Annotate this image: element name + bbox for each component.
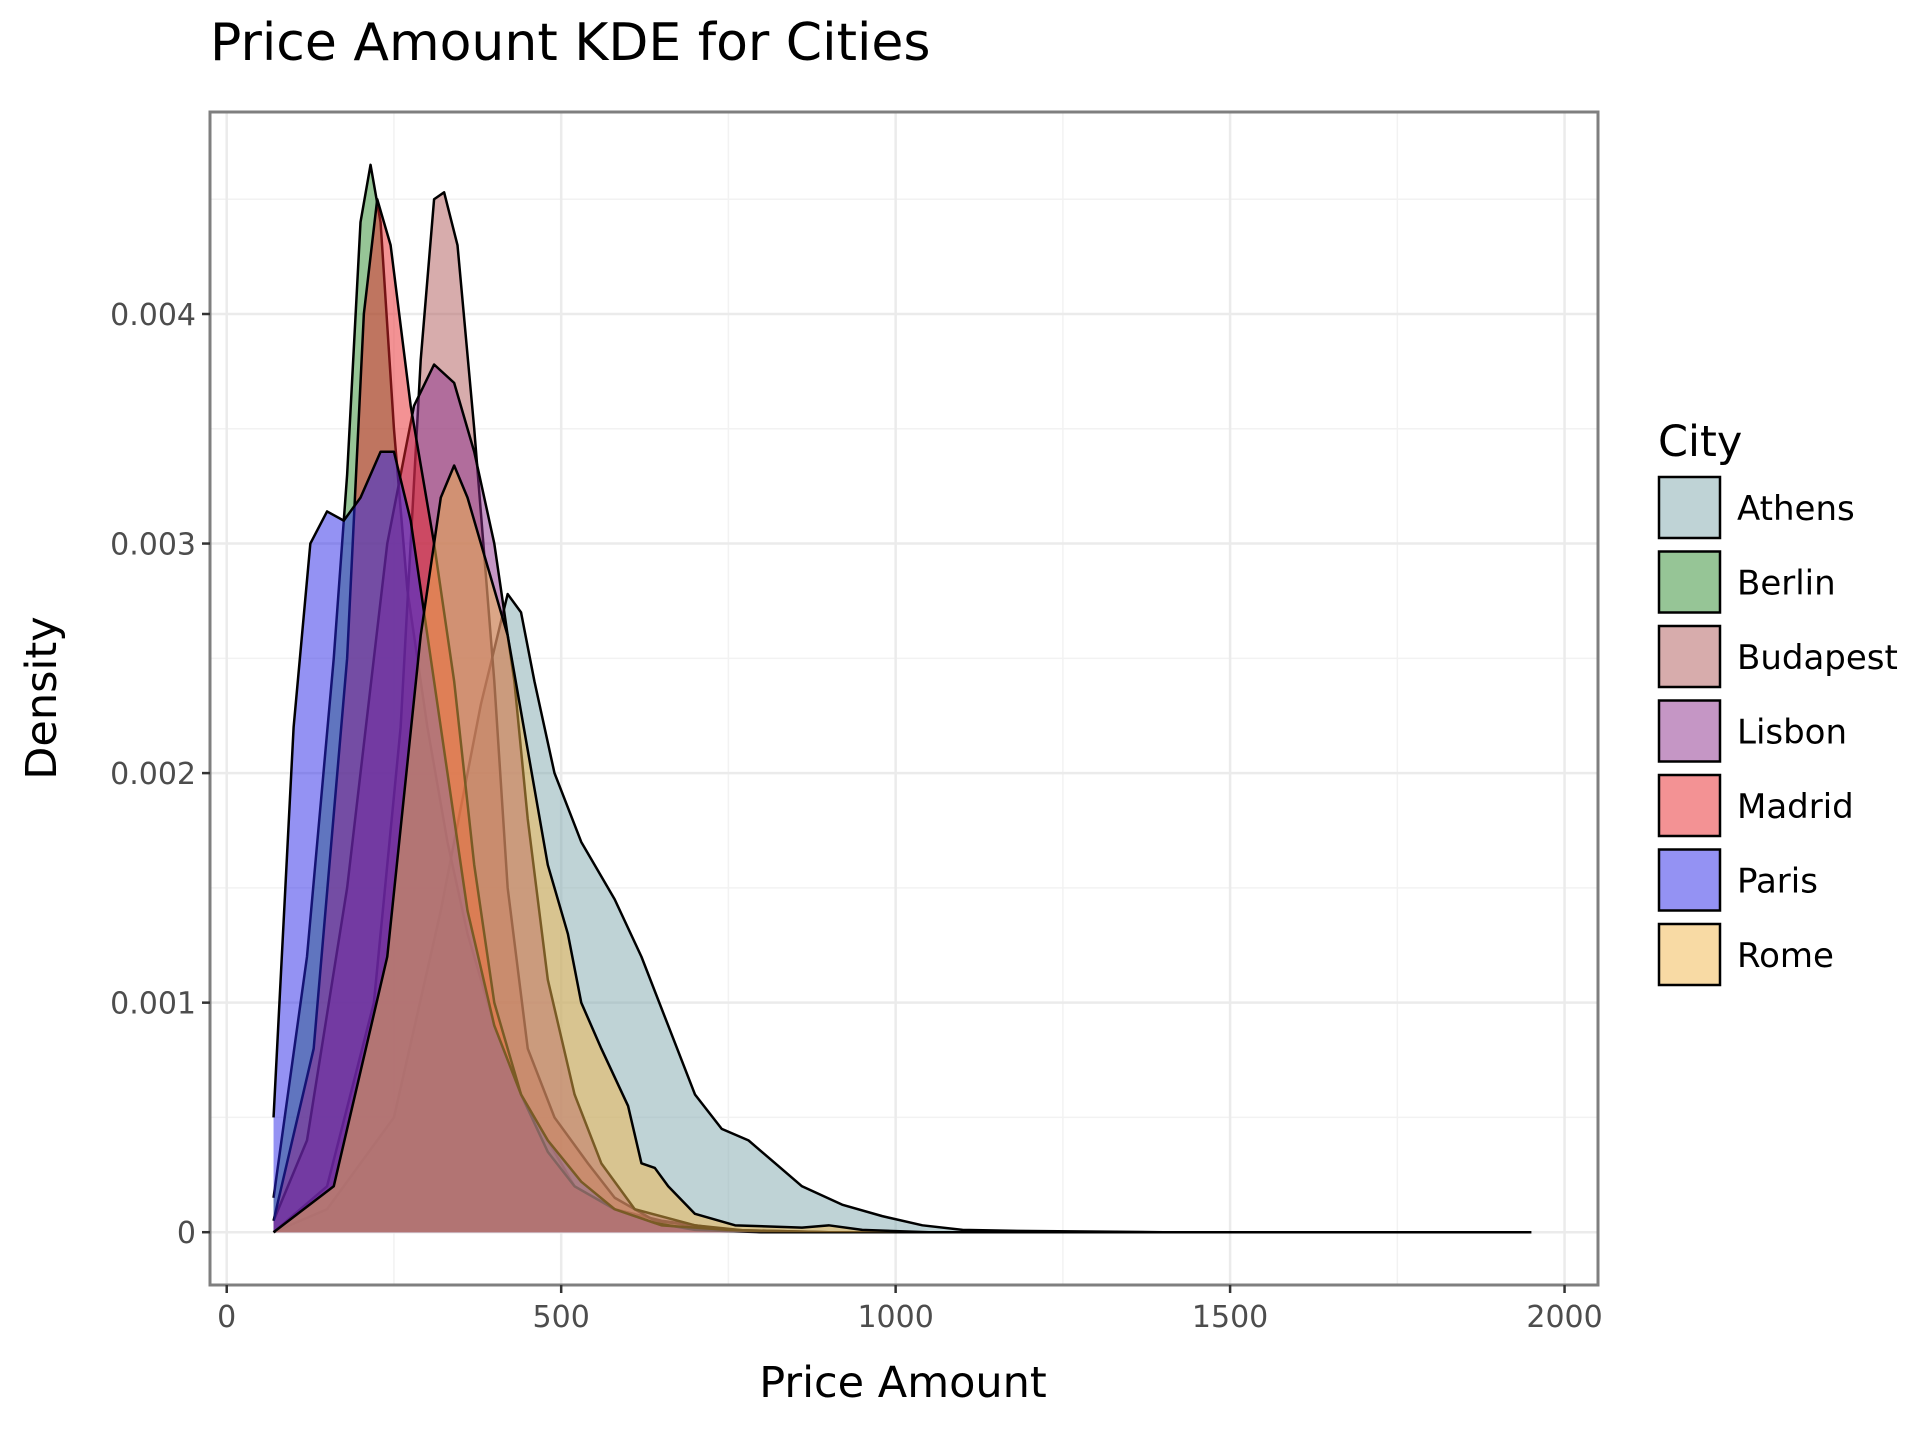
legend-swatch-fill	[1657, 773, 1722, 838]
x-tick-label: 1500	[1192, 1300, 1268, 1335]
y-tick-label: 0	[177, 1216, 196, 1251]
area-rome	[273, 465, 1532, 1233]
legend-item-athens: Athens	[1657, 475, 1855, 540]
plot-panel-border	[208, 110, 1600, 1287]
x-axis-title: Price Amount	[759, 1358, 1047, 1408]
legend-item-berlin: Berlin	[1657, 550, 1836, 614]
legend-item-lisbon: Lisbon	[1657, 699, 1847, 763]
legend-label: Athens	[1737, 489, 1855, 529]
legend-item-rome: Rome	[1657, 922, 1834, 987]
legend-swatch-fill	[1657, 922, 1722, 987]
chart-title: Price Amount KDE for Cities	[210, 13, 930, 73]
legend-label: Rome	[1737, 936, 1834, 976]
curve-rome	[272, 464, 1532, 1234]
legend-swatch-fill	[1657, 475, 1722, 540]
density-areas	[272, 163, 1532, 1234]
x-tick-label: 2000	[1526, 1300, 1602, 1335]
x-tick-label: 500	[533, 1300, 590, 1335]
legend: City Athens Berlin Budapest Lisbon Madrid Par…	[1657, 417, 1898, 987]
y-axis-title: Density	[17, 616, 67, 779]
legend-swatch-fill	[1657, 848, 1722, 912]
x-tick-label: 1000	[857, 1300, 933, 1335]
legend-title: City	[1658, 417, 1742, 467]
legend-label: Budapest	[1737, 638, 1898, 678]
y-tick-label: 0.003	[110, 528, 196, 563]
legend-label: Madrid	[1737, 787, 1854, 827]
legend-item-budapest: Budapest	[1657, 624, 1898, 689]
legend-swatch-fill	[1657, 624, 1722, 689]
legend-items: Athens Berlin Budapest Lisbon Madrid Paris Rom…	[1657, 475, 1898, 987]
y-tick-label: 0.004	[110, 298, 196, 333]
legend-swatch-fill	[1657, 699, 1722, 763]
y-axis-ticks: 0 0.001 0.002 0.003 0.004	[110, 298, 210, 1251]
legend-label: Berlin	[1737, 564, 1836, 604]
legend-label: Lisbon	[1737, 713, 1847, 753]
y-tick-label: 0.002	[110, 757, 196, 792]
legend-item-paris: Paris	[1657, 848, 1818, 912]
x-axis-ticks: 0 500 1000 1500 2000	[217, 1285, 1603, 1335]
legend-label: Paris	[1737, 862, 1818, 902]
legend-item-madrid: Madrid	[1657, 773, 1854, 838]
y-tick-label: 0.001	[110, 987, 196, 1022]
legend-swatch-fill	[1657, 550, 1722, 614]
x-tick-label: 0	[217, 1300, 236, 1335]
